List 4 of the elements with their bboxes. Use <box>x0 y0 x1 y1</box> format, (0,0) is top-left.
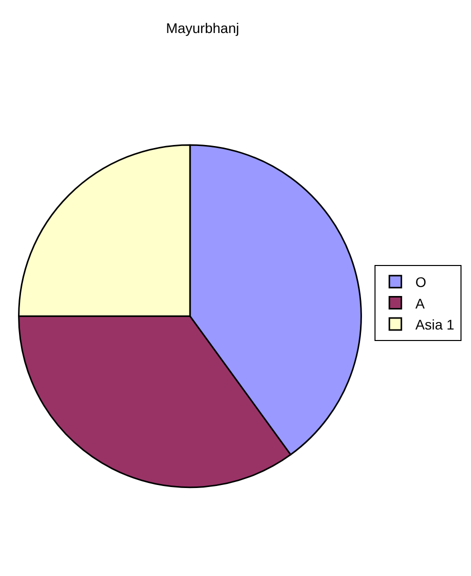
chart-title: Mayurbhanj <box>166 20 240 36</box>
legend-label: O <box>415 274 426 290</box>
legend-label: Asia 1 <box>415 316 454 332</box>
legend-label: A <box>415 295 426 312</box>
